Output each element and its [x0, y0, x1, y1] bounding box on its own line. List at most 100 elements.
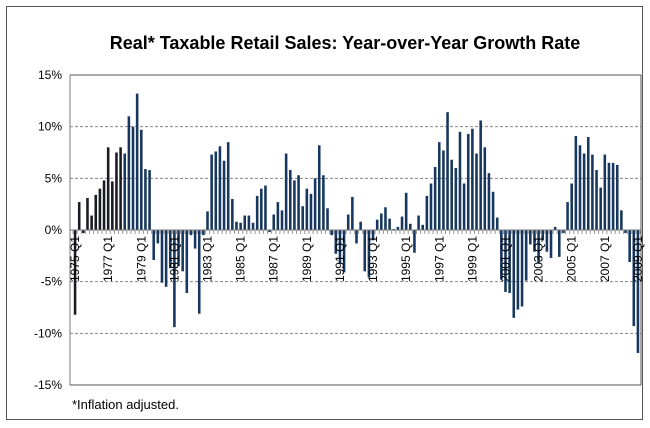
bar: [243, 215, 247, 230]
bar: [338, 230, 342, 264]
bar: [384, 207, 387, 230]
bar: [73, 230, 77, 315]
bar: [284, 153, 288, 230]
bar: [586, 137, 590, 230]
bar: [210, 154, 213, 230]
bar: [508, 230, 511, 294]
bar: [628, 230, 631, 263]
bar: [603, 154, 607, 230]
bar: [268, 230, 271, 233]
bar: [512, 230, 516, 318]
bar: [235, 221, 238, 230]
bar: [462, 183, 466, 230]
bar: [578, 145, 582, 230]
bar: [359, 221, 362, 230]
x-tick-label: 1993 Q1: [366, 236, 380, 282]
bar: [491, 191, 495, 230]
bar: [380, 213, 383, 230]
x-tick-label: 2007 Q1: [598, 236, 612, 282]
bar: [611, 162, 615, 230]
bar: [421, 224, 425, 230]
bar: [487, 173, 491, 230]
bar: [367, 230, 371, 278]
bar: [466, 133, 470, 230]
bar: [388, 218, 391, 230]
bar: [177, 230, 180, 267]
bar: [115, 152, 118, 230]
bar: [371, 230, 375, 241]
bar: [549, 230, 553, 258]
bar: [326, 208, 329, 230]
bar: [276, 202, 280, 230]
bar: [202, 230, 205, 236]
bar: [495, 217, 499, 230]
bar: [516, 230, 520, 310]
footnote: *Inflation adjusted.: [72, 397, 179, 412]
x-tick-label: 1997 Q1: [432, 236, 446, 282]
bar: [309, 193, 313, 230]
bar: [529, 230, 532, 245]
bar: [334, 230, 338, 254]
bar: [288, 170, 292, 230]
bar: [214, 151, 218, 230]
bar: [342, 230, 346, 273]
chart-frame: [6, 6, 643, 420]
bar: [632, 230, 636, 327]
bar: [425, 195, 429, 230]
bar: [260, 188, 263, 230]
bar: [239, 222, 242, 230]
bar: [231, 199, 234, 230]
bar: [545, 230, 549, 252]
bar: [500, 230, 503, 280]
bar: [98, 188, 102, 230]
bar: [553, 226, 557, 230]
bar: [226, 142, 230, 230]
bar: [193, 230, 197, 249]
bar: [82, 230, 85, 234]
x-tick-label: 1989 Q1: [300, 236, 314, 282]
bar: [450, 159, 453, 230]
bar: [524, 230, 528, 281]
bar: [181, 230, 184, 272]
bar: [123, 153, 127, 230]
x-tick-label: 1981 Q1: [167, 236, 181, 282]
x-tick-label: 1977 Q1: [101, 236, 115, 282]
bar: [197, 230, 201, 314]
x-tick-label: 1991 Q1: [333, 236, 347, 282]
bar: [140, 129, 143, 230]
bar: [135, 93, 139, 230]
bar: [433, 166, 437, 230]
bar: [173, 230, 176, 328]
x-tick-label: 1985 Q1: [234, 236, 248, 282]
y-tick-label: -10%: [34, 326, 62, 340]
bar: [251, 222, 255, 230]
bar: [620, 210, 623, 230]
bar: [127, 116, 131, 230]
bar: [330, 230, 333, 236]
bar: [313, 178, 317, 230]
bar: [94, 194, 98, 230]
bar: [591, 154, 594, 230]
bar: [297, 175, 300, 230]
bar: [454, 168, 458, 230]
bar: [168, 230, 172, 269]
bar: [595, 170, 598, 230]
bar: [582, 153, 586, 230]
bar: [520, 230, 524, 307]
bar: [437, 142, 441, 230]
bar: [152, 230, 155, 260]
bar: [537, 230, 540, 264]
x-tick-label: 1995 Q1: [399, 236, 413, 282]
bar: [305, 188, 309, 230]
bar: [189, 230, 193, 236]
y-tick-label: 0%: [45, 223, 63, 237]
bar: [255, 195, 259, 230]
bar: [148, 170, 151, 230]
bar: [404, 192, 408, 230]
x-tick-label: 2005 Q1: [565, 236, 579, 282]
bar: [77, 202, 81, 230]
bar: [185, 230, 189, 294]
bar: [106, 147, 110, 230]
bar: [570, 183, 573, 230]
